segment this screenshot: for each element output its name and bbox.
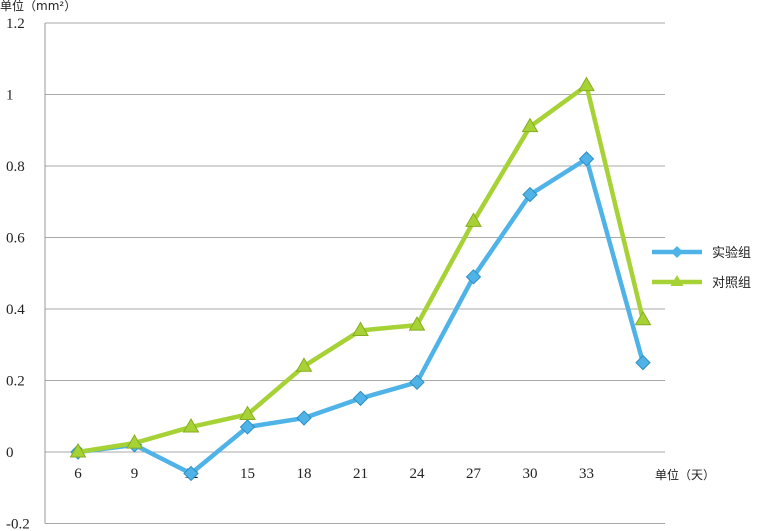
data-point-diamond	[409, 374, 425, 390]
x-axis-title: 单位（天）	[655, 467, 715, 482]
y-tick-label: 1	[6, 88, 14, 104]
legend-marker-diamond	[671, 246, 683, 258]
data-point-triangle	[182, 417, 200, 433]
y-tick-label: 0.8	[6, 159, 25, 175]
y-tick-label: 1.2	[6, 16, 25, 32]
x-tick-label: 27	[466, 466, 482, 482]
data-point-diamond	[465, 269, 482, 285]
x-tick-label: 33	[579, 466, 594, 482]
data-point-triangle	[465, 212, 482, 227]
legend-marker-triangle	[670, 275, 684, 286]
data-point-triangle	[521, 117, 539, 133]
y-tick-labels: -0.2 0 0.2 0.4 0.6 0.8 1 1.2	[6, 16, 30, 531]
data-point-diamond	[239, 419, 256, 435]
data-point-diamond	[183, 465, 199, 482]
data-point-triangle	[126, 434, 143, 449]
x-tick-label: 9	[131, 466, 139, 482]
y-axis-title: 单位（mm²）	[0, 0, 76, 13]
x-tick-label: 30	[523, 466, 538, 482]
x-tick-label: 6	[74, 466, 82, 482]
y-tick-label: 0	[6, 445, 14, 461]
data-point-diamond	[296, 410, 312, 426]
data-point-diamond	[578, 151, 595, 167]
x-tick-labels: 691215182124273033	[74, 466, 594, 482]
data-point-triangle	[352, 321, 369, 336]
data-point-triangle	[69, 442, 87, 458]
x-tick-label: 21	[353, 466, 368, 482]
series-group	[69, 76, 652, 482]
data-point-triangle	[634, 310, 652, 326]
data-point-triangle	[578, 76, 595, 92]
y-tick-label: 0.2	[6, 374, 25, 390]
y-tick-label: 0.6	[6, 231, 25, 247]
y-tick-label: 0.4	[6, 302, 25, 318]
series-line-1	[75, 156, 646, 476]
data-point-triangle	[408, 316, 426, 331]
data-point-diamond	[635, 354, 651, 371]
x-tick-label: 18	[297, 466, 312, 482]
x-tick-label: 15	[240, 466, 255, 482]
legend-label: 实验组	[712, 245, 751, 261]
x-tick-label: 24	[410, 466, 426, 482]
data-point-diamond	[522, 186, 538, 203]
y-tick-label: -0.2	[6, 517, 30, 531]
data-point-triangle	[295, 357, 313, 372]
data-point-triangle	[239, 405, 256, 420]
data-point-diamond	[352, 390, 369, 407]
legend-label: 对照组	[712, 276, 751, 291]
